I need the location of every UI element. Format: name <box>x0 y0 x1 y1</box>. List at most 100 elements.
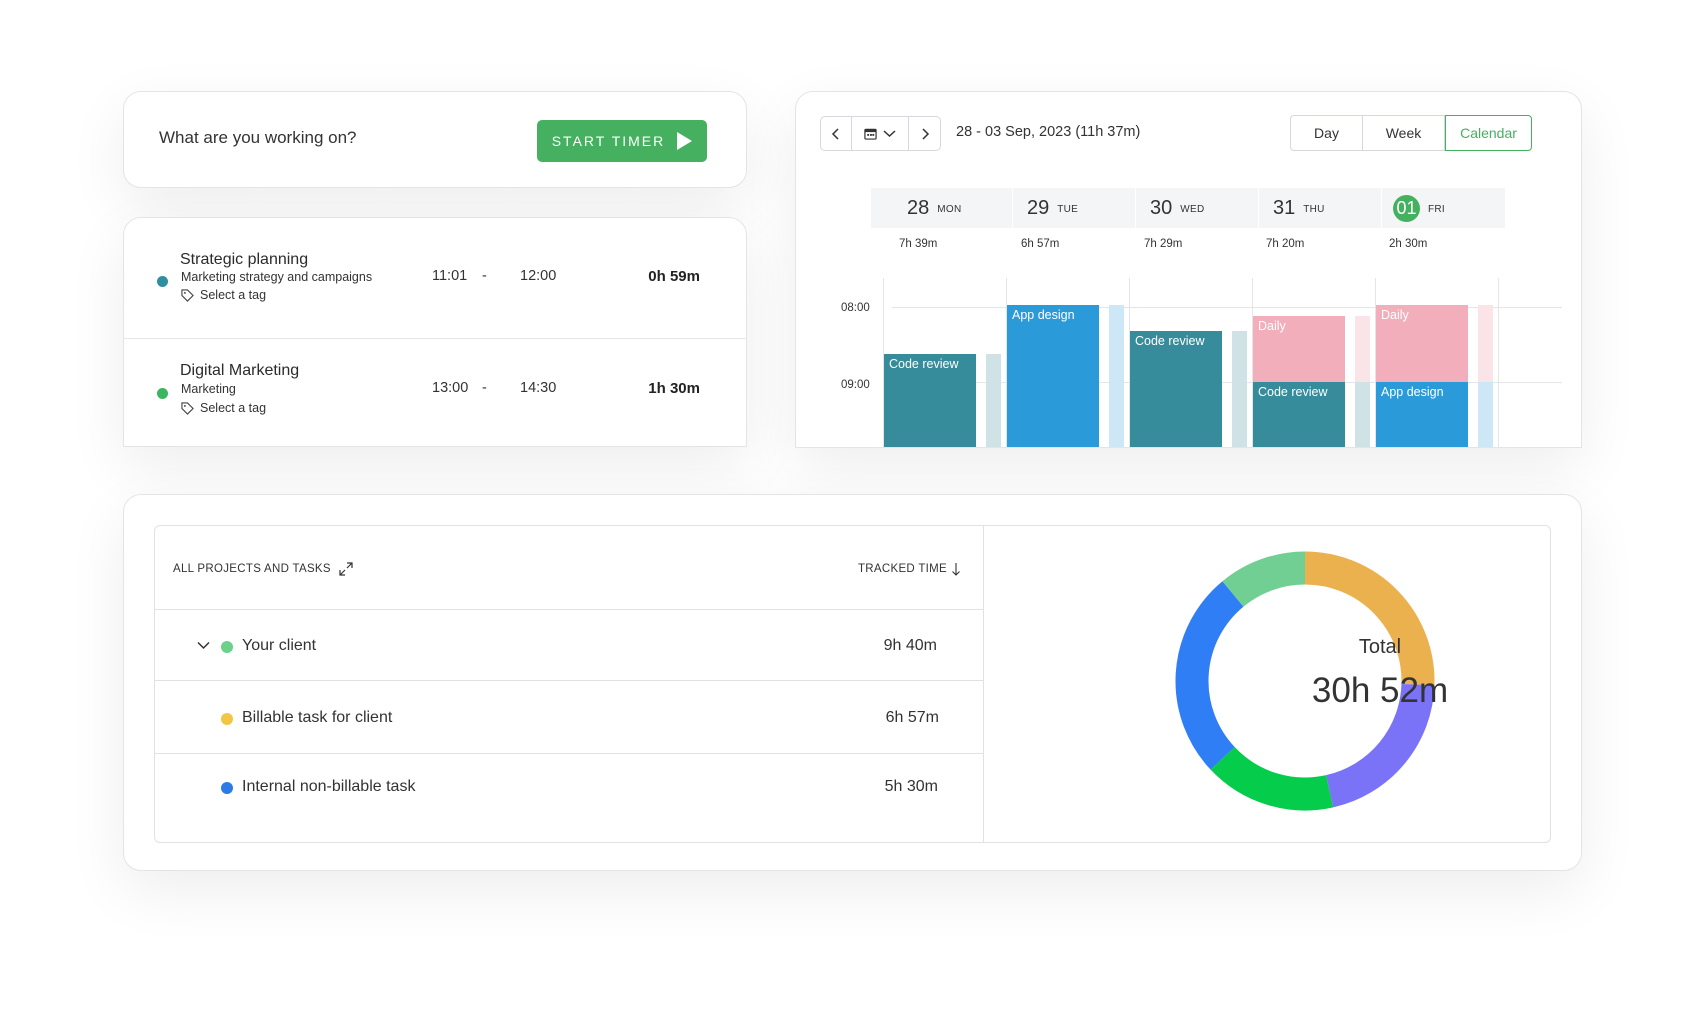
donut-segment-2[interactable] <box>1325 683 1435 808</box>
timer-prompt-input[interactable]: What are you working on? <box>159 128 357 147</box>
tab-calendar[interactable]: Calendar <box>1445 115 1532 151</box>
task-dot-icon <box>221 782 233 794</box>
event-block[interactable]: Daily <box>1253 316 1345 382</box>
report-row-task[interactable]: Internal non-billable task 5h 30m <box>155 755 983 827</box>
projects-header-label: ALL PROJECTS AND TASKS <box>173 563 331 575</box>
date-navigation <box>820 116 941 151</box>
day-header-thu[interactable]: 31 THU <box>1259 188 1381 228</box>
event-preview <box>1355 382 1370 447</box>
select-tag-button[interactable]: Select a tag <box>181 288 266 302</box>
day-number-today: 01 <box>1393 194 1420 222</box>
report-row-client[interactable]: Your client 9h 40m <box>155 611 983 681</box>
report-row-task[interactable]: Billable task for client 6h 57m <box>155 682 983 754</box>
event-block[interactable]: App design <box>1376 382 1468 447</box>
entry-end-time[interactable]: 12:00 <box>520 268 557 284</box>
row-name: Billable task for client <box>242 709 393 726</box>
time-label: 09:00 <box>841 379 870 391</box>
select-tag-button[interactable]: Select a tag <box>181 401 266 415</box>
time-entries-card: Strategic planning Marketing strategy an… <box>123 217 747 447</box>
project-dot-icon <box>157 388 168 399</box>
event-block[interactable]: Code review <box>1253 382 1345 447</box>
donut-total-value: 30h 52m <box>1311 671 1449 710</box>
day-number: 29 <box>1027 196 1050 219</box>
day-number: 30 <box>1150 196 1173 219</box>
start-timer-button[interactable]: START TIMER <box>537 120 707 162</box>
donut-chart <box>1175 551 1435 811</box>
event-block[interactable]: Code review <box>884 354 976 447</box>
task-dot-icon <box>221 713 233 725</box>
time-separator: - <box>482 380 487 396</box>
time-separator: - <box>482 268 487 284</box>
entry-duration: 0h 59m <box>648 268 700 285</box>
event-preview <box>1109 305 1124 447</box>
entry-start-time[interactable]: 11:01 <box>432 268 468 284</box>
event-preview <box>1355 316 1370 382</box>
day-total: 7h 29m <box>1144 238 1183 250</box>
grid-line <box>1129 278 1130 447</box>
day-header-wed[interactable]: 30 WED <box>1136 188 1258 228</box>
entry-duration: 1h 30m <box>648 380 700 397</box>
prev-week-button[interactable] <box>821 117 852 150</box>
sort-down-icon <box>952 563 960 576</box>
select-tag-label: Select a tag <box>200 401 267 415</box>
tag-icon <box>181 401 194 415</box>
event-preview <box>1478 305 1493 382</box>
donut-segment-5[interactable] <box>1222 551 1306 607</box>
project-dot-icon <box>157 276 168 287</box>
tab-week[interactable]: Week <box>1363 115 1445 151</box>
day-total: 7h 20m <box>1266 238 1305 250</box>
grid-line <box>1006 278 1007 447</box>
day-total: 2h 30m <box>1389 238 1428 250</box>
tag-icon <box>181 288 194 302</box>
projects-header: ALL PROJECTS AND TASKS <box>173 562 353 576</box>
event-block[interactable]: App design <box>1007 305 1099 447</box>
tab-day[interactable]: Day <box>1290 115 1363 151</box>
donut-segment-4[interactable] <box>1175 581 1244 770</box>
entry-start-time[interactable]: 13:00 <box>432 380 469 396</box>
time-label: 08:00 <box>841 302 870 314</box>
day-number: 31 <box>1273 196 1296 219</box>
day-header-mon[interactable]: 28 MON <box>871 188 1012 228</box>
report-panel: ALL PROJECTS AND TASKS TRACKED TIME Your… <box>154 525 1551 843</box>
grid-line <box>892 307 1562 308</box>
grid-line <box>1252 278 1253 447</box>
entry-subtitle: Marketing <box>181 382 236 396</box>
chevron-right-icon <box>921 127 929 140</box>
row-name: Internal non-billable task <box>242 778 416 795</box>
time-entry[interactable]: Digital Marketing Marketing Select a tag… <box>124 338 746 446</box>
view-switcher: Day Week Calendar <box>1290 115 1532 151</box>
tracked-time-header[interactable]: TRACKED TIME <box>858 562 961 576</box>
entry-subtitle: Marketing strategy and campaigns <box>181 270 373 284</box>
day-header-fri[interactable]: 01 FRI <box>1382 188 1505 228</box>
donut-segment-1[interactable] <box>1304 551 1435 686</box>
next-week-button[interactable] <box>909 117 940 150</box>
grid-line <box>1375 278 1376 447</box>
entry-end-time[interactable]: 14:30 <box>520 380 557 396</box>
time-entry[interactable]: Strategic planning Marketing strategy an… <box>124 218 746 328</box>
panel-divider <box>983 526 984 842</box>
date-range-label: 28 - 03 Sep, 2023 (11h 37m) <box>956 124 1141 140</box>
expand-icon[interactable] <box>339 562 353 576</box>
row-name: Your client <box>242 637 317 654</box>
event-block[interactable]: Daily <box>1376 305 1468 382</box>
select-tag-label: Select a tag <box>200 288 267 302</box>
entry-title: Digital Marketing <box>180 362 300 379</box>
calendar-icon <box>864 128 877 140</box>
event-block[interactable]: Code review <box>1130 331 1222 447</box>
row-time: 6h 57m <box>885 709 939 726</box>
tracked-time-label: TRACKED TIME <box>857 563 947 575</box>
grid-line <box>1498 278 1499 447</box>
day-name: FRI <box>1428 204 1446 215</box>
day-name: TUE <box>1057 204 1079 215</box>
chevron-down-icon[interactable] <box>197 641 210 650</box>
day-name: MON <box>937 204 962 215</box>
calendar-card: 28 - 03 Sep, 2023 (11h 37m) Day Week Cal… <box>795 91 1582 448</box>
day-total: 7h 39m <box>899 238 938 250</box>
grid-line <box>883 278 884 447</box>
event-preview <box>1232 331 1247 447</box>
day-header-tue[interactable]: 29 TUE <box>1013 188 1135 228</box>
donut-segment-3[interactable] <box>1210 746 1334 811</box>
chevron-left-icon <box>831 127 839 140</box>
client-dot-icon <box>221 641 233 653</box>
date-picker-button[interactable] <box>852 117 909 150</box>
